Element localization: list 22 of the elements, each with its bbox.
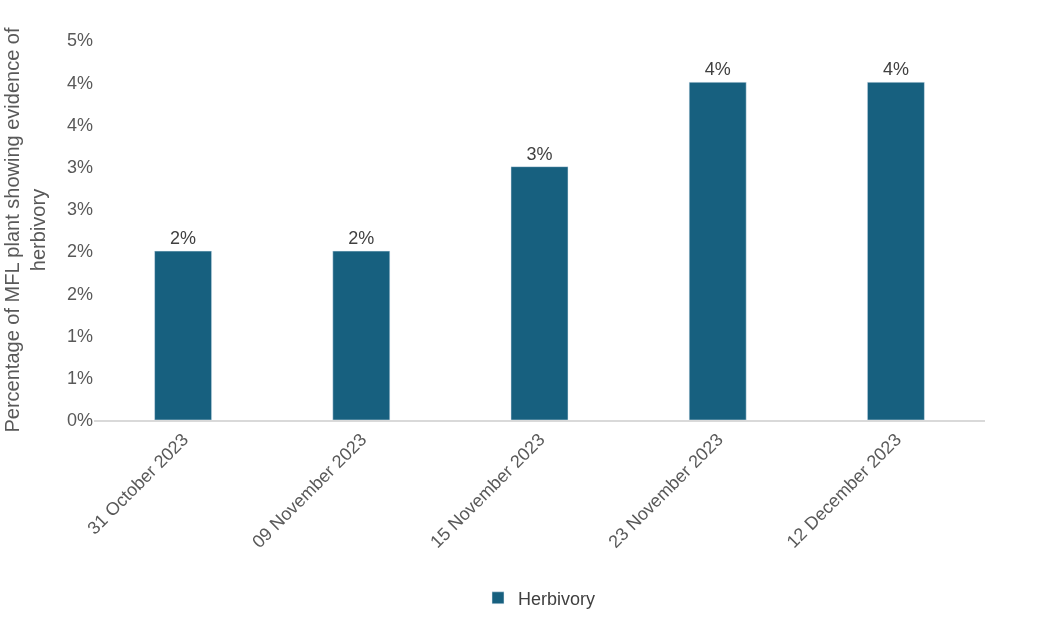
y-tick-label: 0% xyxy=(66,410,93,431)
data-label: 4% xyxy=(704,59,731,80)
y-tick-label: 3% xyxy=(66,199,93,220)
data-label: 2% xyxy=(348,228,375,249)
y-axis-title: Percentage of MFL plant showing evidence of herbivory xyxy=(1,27,50,433)
bar xyxy=(154,250,212,420)
data-label: 2% xyxy=(170,228,197,249)
data-label: 4% xyxy=(882,59,909,80)
y-tick-label: 5% xyxy=(66,30,93,51)
y-tick-label: 2% xyxy=(66,241,93,262)
data-label: 3% xyxy=(526,143,553,164)
legend-label: Herbivory xyxy=(518,588,596,609)
y-tick-label: 4% xyxy=(66,72,93,93)
bar xyxy=(867,81,925,420)
bar xyxy=(510,166,569,420)
bar xyxy=(688,81,747,420)
y-tick-label: 1% xyxy=(66,368,93,389)
y-tick-label: 2% xyxy=(66,283,93,304)
y-tick-label: 4% xyxy=(66,114,93,135)
y-tick-label: 1% xyxy=(66,325,93,346)
bar xyxy=(332,250,391,420)
y-tick-label: 3% xyxy=(66,156,93,177)
